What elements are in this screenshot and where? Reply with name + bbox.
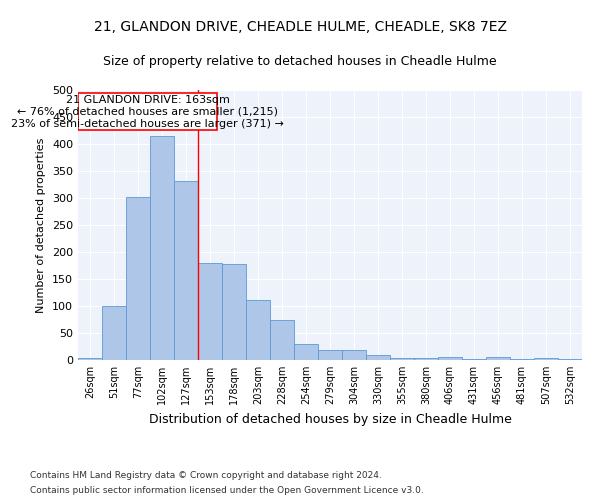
Bar bbox=[174, 182, 198, 360]
Bar bbox=[366, 354, 390, 360]
Y-axis label: Number of detached properties: Number of detached properties bbox=[37, 138, 46, 312]
Bar bbox=[438, 357, 462, 360]
Bar bbox=[126, 197, 150, 360]
Text: 23% of semi-detached houses are larger (371) →: 23% of semi-detached houses are larger (… bbox=[11, 118, 284, 128]
Text: ← 76% of detached houses are smaller (1,215): ← 76% of detached houses are smaller (1,… bbox=[17, 106, 278, 117]
Bar bbox=[486, 357, 510, 360]
Bar bbox=[150, 136, 174, 360]
Bar bbox=[198, 263, 222, 360]
Text: Contains public sector information licensed under the Open Government Licence v3: Contains public sector information licen… bbox=[30, 486, 424, 495]
Bar bbox=[222, 264, 246, 360]
Text: 21 GLANDON DRIVE: 163sqm: 21 GLANDON DRIVE: 163sqm bbox=[65, 95, 230, 105]
Bar bbox=[414, 358, 438, 360]
Bar bbox=[534, 358, 558, 360]
Bar bbox=[78, 358, 102, 360]
FancyBboxPatch shape bbox=[78, 92, 217, 130]
Bar bbox=[294, 344, 318, 360]
Bar bbox=[318, 350, 342, 360]
Bar bbox=[102, 306, 126, 360]
X-axis label: Distribution of detached houses by size in Cheadle Hulme: Distribution of detached houses by size … bbox=[149, 412, 511, 426]
Text: Size of property relative to detached houses in Cheadle Hulme: Size of property relative to detached ho… bbox=[103, 55, 497, 68]
Bar bbox=[342, 350, 366, 360]
Bar bbox=[270, 320, 294, 360]
Text: Contains HM Land Registry data © Crown copyright and database right 2024.: Contains HM Land Registry data © Crown c… bbox=[30, 471, 382, 480]
Text: 21, GLANDON DRIVE, CHEADLE HULME, CHEADLE, SK8 7EZ: 21, GLANDON DRIVE, CHEADLE HULME, CHEADL… bbox=[94, 20, 506, 34]
Bar bbox=[390, 358, 414, 360]
Bar bbox=[246, 300, 270, 360]
